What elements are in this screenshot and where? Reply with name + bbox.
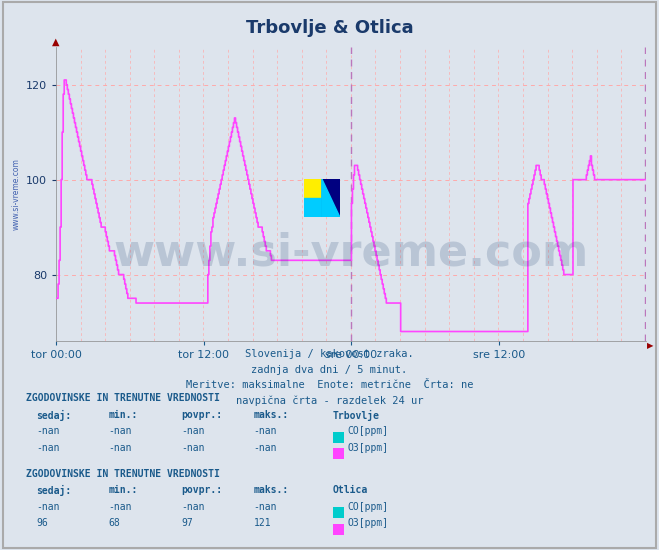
Text: www.si-vreme.com: www.si-vreme.com [113,231,588,274]
Text: povpr.:: povpr.: [181,410,222,420]
Text: -nan: -nan [181,443,205,453]
Text: 97: 97 [181,518,193,528]
Text: 68: 68 [109,518,121,528]
Text: 96: 96 [36,518,48,528]
Polygon shape [322,179,340,217]
Text: -nan: -nan [181,502,205,512]
Text: -nan: -nan [109,426,132,436]
Text: -nan: -nan [36,443,60,453]
Text: -nan: -nan [254,443,277,453]
Text: CO[ppm]: CO[ppm] [347,426,388,436]
Text: zadnja dva dni / 5 minut.: zadnja dva dni / 5 minut. [251,365,408,375]
Text: -nan: -nan [36,426,60,436]
Text: ZGODOVINSKE IN TRENUTNE VREDNOSTI: ZGODOVINSKE IN TRENUTNE VREDNOSTI [26,469,220,478]
Text: povpr.:: povpr.: [181,485,222,495]
Text: Otlica: Otlica [333,485,368,495]
Text: sedaj:: sedaj: [36,410,71,421]
Text: min.:: min.: [109,410,138,420]
Text: Trbovlje & Otlica: Trbovlje & Otlica [246,19,413,37]
Text: maks.:: maks.: [254,485,289,495]
Text: sedaj:: sedaj: [36,485,71,496]
Text: navpična črta - razdelek 24 ur: navpična črta - razdelek 24 ur [236,395,423,406]
Text: maks.:: maks.: [254,410,289,420]
Text: ▲: ▲ [52,37,60,47]
Polygon shape [304,179,322,198]
Text: CO[ppm]: CO[ppm] [347,502,388,512]
Text: ZGODOVINSKE IN TRENUTNE VREDNOSTI: ZGODOVINSKE IN TRENUTNE VREDNOSTI [26,393,220,403]
Text: min.:: min.: [109,485,138,495]
Text: ▶: ▶ [647,341,654,350]
Polygon shape [322,179,340,217]
Text: -nan: -nan [36,502,60,512]
Text: -nan: -nan [109,502,132,512]
Text: O3[ppm]: O3[ppm] [347,518,388,528]
Text: -nan: -nan [109,443,132,453]
Text: -nan: -nan [181,426,205,436]
Text: -nan: -nan [254,502,277,512]
Polygon shape [304,198,322,217]
Text: Slovenija / kakovost zraka.: Slovenija / kakovost zraka. [245,349,414,359]
Text: O3[ppm]: O3[ppm] [347,443,388,453]
Text: Trbovlje: Trbovlje [333,410,380,421]
Text: Meritve: maksimalne  Enote: metrične  Črta: ne: Meritve: maksimalne Enote: metrične Črta… [186,380,473,390]
Text: -nan: -nan [254,426,277,436]
Text: www.si-vreme.com: www.si-vreme.com [12,158,21,230]
Text: 121: 121 [254,518,272,528]
